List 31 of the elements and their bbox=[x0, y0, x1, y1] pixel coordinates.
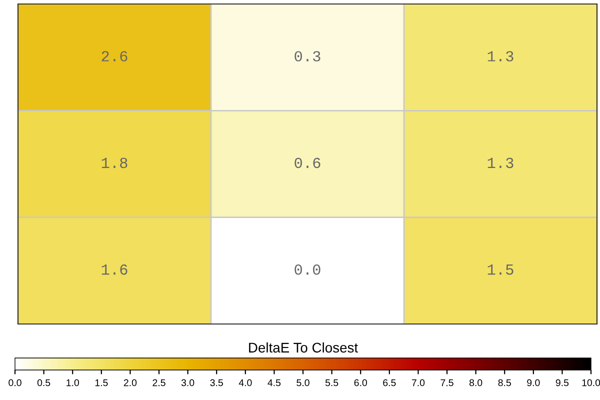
color-bar-label: 8.0 bbox=[469, 379, 482, 386]
data-label: 1.6 bbox=[102, 264, 128, 275]
color-bar-label: 3.0 bbox=[181, 379, 194, 386]
color-bar-label: 3.5 bbox=[210, 379, 223, 386]
color-bar-label: 10.0 bbox=[582, 379, 600, 386]
data-label: 1.5 bbox=[488, 264, 514, 275]
data-label: 1.3 bbox=[488, 158, 514, 168]
color-bar-label: 9.5 bbox=[556, 379, 569, 386]
color-bar-label: 6.0 bbox=[354, 379, 367, 386]
color-bar-label: 7.5 bbox=[440, 379, 454, 386]
data-label: 1.8 bbox=[102, 158, 128, 168]
color-bar-label: 5.5 bbox=[325, 379, 338, 386]
color-bar-label: 8.5 bbox=[498, 379, 511, 386]
color-bar-label: 5.0 bbox=[296, 379, 310, 386]
color-bar-label: 4.0 bbox=[238, 379, 252, 386]
color-bar-title: DeltaE To Closest bbox=[249, 342, 358, 353]
data-label: 2.6 bbox=[102, 51, 128, 62]
color-bar-label: 4.5 bbox=[268, 379, 281, 386]
color-bar-label: 9.0 bbox=[527, 379, 540, 386]
color-bar-label: 1.0 bbox=[66, 379, 79, 386]
data-label: 0.6 bbox=[294, 158, 320, 168]
color-bar-label: 7.0 bbox=[412, 379, 425, 386]
color-bar-label: 6.5 bbox=[383, 379, 396, 386]
data-label: 0.3 bbox=[294, 51, 320, 62]
color-bar-label: 1.5 bbox=[95, 379, 108, 386]
data-label: 0.0 bbox=[294, 264, 320, 275]
color-bar-label: 0.5 bbox=[37, 379, 50, 386]
data-label: 1.3 bbox=[488, 51, 514, 62]
color-bar-label: 2.0 bbox=[124, 379, 137, 386]
color-bar-label: 0.0 bbox=[8, 379, 22, 386]
color-bar-label: 2.5 bbox=[152, 379, 166, 386]
